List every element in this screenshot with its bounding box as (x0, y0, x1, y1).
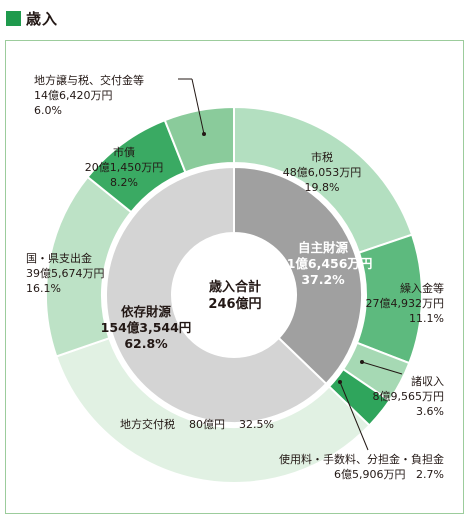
inner-slice-1 (105, 165, 328, 424)
label-shiyo: 使用料・手数料、分担金・負担金 6億5,906万円 2.7% (250, 452, 444, 482)
label-shiyo-amount: 6億5,906万円 (334, 468, 406, 481)
section-title: 歳入 (26, 9, 59, 28)
label-shizei-name: 市税 (311, 151, 333, 164)
outer-ring (45, 105, 423, 484)
label-kuri-amount: 27億4,932万円 (365, 297, 445, 310)
label-jishu-name: 自主財源 (297, 240, 348, 255)
label-sisai-amount: 20億1,450万円 (84, 161, 164, 174)
label-sisai: 市債 20億1,450万円 8.2% (84, 145, 164, 190)
label-sisai-pct: 8.2% (110, 176, 138, 189)
outer-slice-7 (163, 105, 235, 174)
leader-sho (361, 361, 403, 375)
inner-ring (105, 165, 363, 424)
inner-slice-0 (233, 165, 363, 386)
label-kofu-pct: 32.5% (239, 418, 274, 431)
label-kofu-name: 地方交付税 (120, 418, 175, 431)
label-joyo-pct: 6.0% (34, 104, 62, 117)
label-shiyo-name: 使用料・手数料、分担金・負担金 (279, 453, 444, 466)
center-total: 歳入合計 246億円 (202, 279, 268, 313)
label-joyo: 地方譲与税、交付金等 14億6,420万円 6.0% (34, 73, 144, 118)
leader-sho-dot (360, 360, 364, 364)
label-kuri: 繰入金等 27億4,932万円 11.1% (340, 281, 445, 326)
label-kuri-pct: 11.1% (409, 312, 444, 325)
label-sho: 諸収入 8億9,565万円 3.6% (345, 374, 445, 419)
label-jishu: 自主財源 91億6,456万円 37.2% (278, 240, 373, 288)
label-kuri-name: 繰入金等 (400, 282, 444, 295)
label-sisai-name: 市債 (113, 146, 135, 159)
label-shizei-amount: 48億6,053万円 (282, 166, 362, 179)
chart-frame (5, 40, 464, 514)
label-kofu: 地方交付税 80億円 32.5% (120, 417, 274, 432)
outer-slice-4 (55, 336, 371, 484)
label-izon: 依存財源 154億3,544円 62.8% (96, 304, 196, 352)
label-shizei: 市税 48億6,053万円 19.8% (274, 150, 370, 195)
label-kuni-amount: 39億5,674万円 (26, 267, 105, 280)
leader-shiyo-dot (338, 380, 342, 384)
label-joyo-amount: 14億6,420万円 (34, 89, 113, 102)
label-izon-amount: 154億3,544円 (100, 320, 192, 335)
label-kofu-amount: 80億円 (189, 418, 225, 431)
label-kuni: 国・県支出金 39億5,674万円 16.1% (26, 251, 105, 296)
leader-joyo-dot (202, 132, 206, 136)
label-kuni-name: 国・県支出金 (26, 252, 92, 265)
green-square-icon (6, 10, 21, 26)
label-sho-name: 諸収入 (411, 375, 444, 388)
leader-joyo-v (191, 78, 205, 135)
label-sho-amount: 8億9,565万円 (372, 390, 445, 403)
label-joyo-name: 地方譲与税、交付金等 (34, 74, 144, 87)
leader-lines (178, 78, 403, 451)
center-total-label: 歳入合計 (208, 280, 261, 295)
section-header: 歳入 (6, 8, 58, 28)
center-total-value: 246億円 (208, 297, 262, 312)
label-shiyo-pct: 2.7% (416, 468, 444, 481)
label-sho-pct: 3.6% (416, 405, 444, 418)
leader-shiyo (339, 381, 369, 451)
label-izon-pct: 62.8% (124, 336, 168, 351)
label-shizei-pct: 19.8% (304, 181, 340, 194)
label-jishu-amount: 91億6,456万円 (278, 256, 373, 271)
label-jishu-pct: 37.2% (301, 272, 345, 287)
label-kuni-pct: 16.1% (26, 282, 61, 295)
label-izon-name: 依存財源 (120, 304, 171, 319)
